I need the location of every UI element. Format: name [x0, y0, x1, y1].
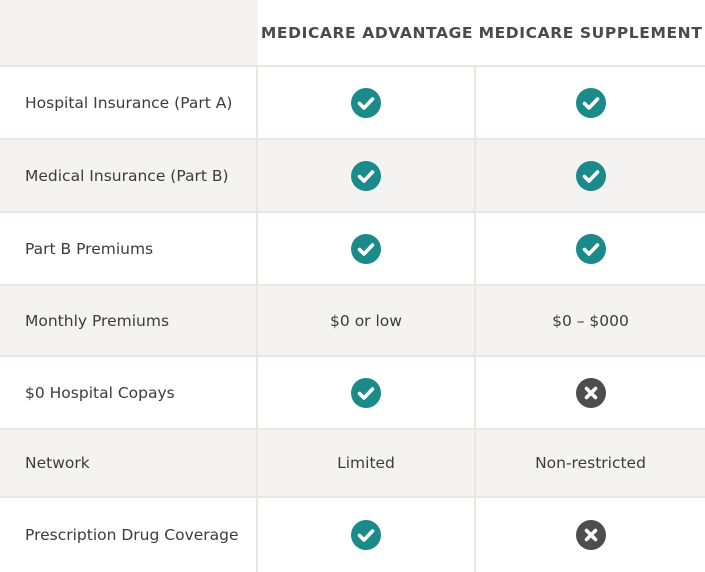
cell-advantage: Limited [258, 430, 476, 498]
cross-icon [575, 377, 607, 409]
row-label: Hospital Insurance (Part A) [0, 67, 258, 140]
cell-advantage [258, 357, 476, 430]
row-label: Medical Insurance (Part B) [0, 140, 258, 213]
cell-advantage [258, 67, 476, 140]
check-icon [575, 160, 607, 192]
cell-supplement [476, 213, 705, 286]
check-icon [350, 87, 382, 119]
cell-advantage [258, 213, 476, 286]
cell-supplement [476, 498, 705, 572]
row-label: Part B Premiums [0, 213, 258, 286]
cell-value-text: $0 or low [330, 311, 402, 330]
check-icon [575, 233, 607, 265]
cell-value-text: Non-restricted [535, 454, 646, 472]
check-icon [350, 519, 382, 551]
check-icon [350, 377, 382, 409]
check-icon [350, 233, 382, 265]
check-icon [350, 160, 382, 192]
cell-supplement: $0 – $000 [476, 286, 705, 357]
cell-advantage: $0 or low [258, 286, 476, 357]
row-label: Monthly Premiums [0, 286, 258, 357]
cell-value-text: $0 – $000 [552, 311, 629, 330]
cell-value-text: Limited [337, 454, 395, 472]
table-corner [0, 0, 258, 67]
cell-supplement [476, 67, 705, 140]
cross-icon [575, 519, 607, 551]
cell-supplement [476, 357, 705, 430]
row-label: Network [0, 430, 258, 498]
column-header-supplement: MEDICARE SUPPLEMENT [476, 0, 705, 67]
cell-advantage [258, 140, 476, 213]
cell-advantage [258, 498, 476, 572]
row-label: $0 Hospital Copays [0, 357, 258, 430]
cell-supplement [476, 140, 705, 213]
column-header-advantage: MEDICARE ADVANTAGE [258, 0, 476, 67]
cell-supplement: Non-restricted [476, 430, 705, 498]
row-label: Prescription Drug Coverage [0, 498, 258, 572]
check-icon [575, 87, 607, 119]
